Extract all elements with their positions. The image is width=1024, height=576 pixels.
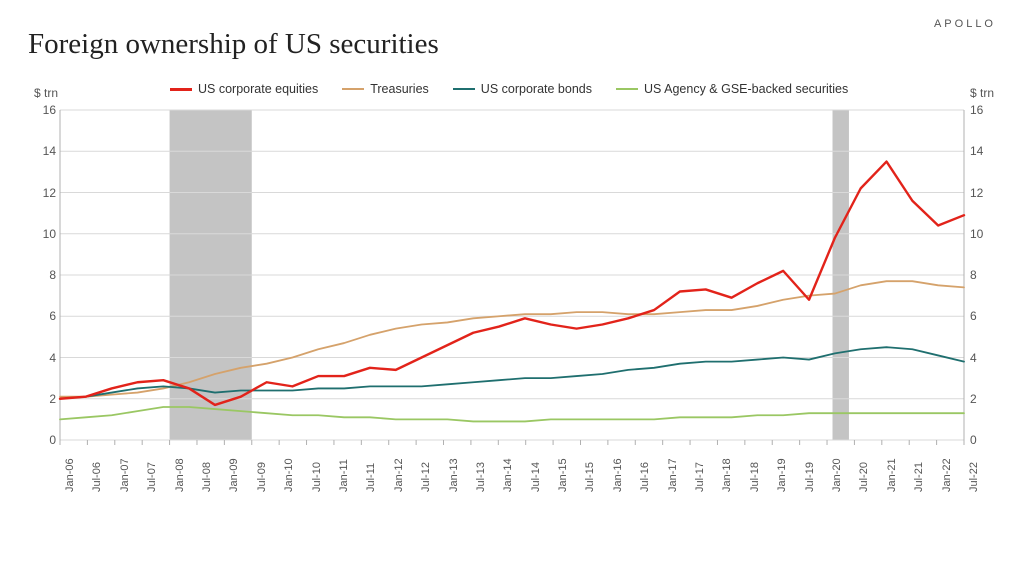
x-tick-label: Jul-11: [365, 463, 377, 492]
y-tick-label: 6: [34, 309, 56, 323]
y-tick-label: 8: [34, 268, 56, 282]
x-tick-label: Jul-18: [749, 462, 761, 492]
chart-title: Foreign ownership of US securities: [28, 28, 439, 61]
x-tick-label: Jul-21: [913, 462, 925, 492]
y-tick-label: 0: [970, 433, 977, 447]
y-tick-label: 12: [970, 186, 983, 200]
legend-swatch: [453, 88, 475, 90]
x-tick-label: Jul-17: [694, 462, 706, 492]
y-tick-label: 2: [34, 392, 56, 406]
x-axis-ticks: Jan-06 Jul-06 Jan-07 Jul-07 Jan-08 Jul-08 Jan-…: [60, 444, 964, 554]
x-tick-label: Jan-22: [941, 458, 953, 492]
x-tick-label: Jan-09: [228, 458, 240, 492]
x-tick-label: Jan-16: [612, 458, 624, 492]
legend-label: Treasuries: [370, 82, 429, 96]
x-tick-label: Jul-20: [858, 462, 870, 492]
y-tick-label: 6: [970, 309, 977, 323]
x-tick-label: Jan-12: [393, 458, 405, 492]
line-chart: [60, 110, 964, 440]
x-tick-label: Jan-14: [502, 458, 514, 492]
y-tick-label: 16: [970, 103, 983, 117]
y-axis-unit-left: $ trn: [34, 86, 58, 100]
x-tick-label: Jan-19: [776, 458, 788, 492]
x-tick-label: Jan-18: [721, 458, 733, 492]
y-tick-label: 12: [34, 186, 56, 200]
x-tick-label: Jul-09: [256, 462, 268, 492]
legend-item: Treasuries: [342, 82, 429, 96]
x-tick-label: Jan-17: [667, 458, 679, 492]
x-tick-label: Jul-06: [91, 462, 103, 492]
x-tick-label: Jan-21: [886, 458, 898, 492]
legend-item: US Agency & GSE-backed securities: [616, 82, 848, 96]
y-tick-label: 0: [34, 433, 56, 447]
x-tick-label: Jan-06: [64, 458, 76, 492]
y-tick-label: 8: [970, 268, 977, 282]
x-tick-label: Jan-13: [448, 458, 460, 492]
y-tick-label: 10: [34, 227, 56, 241]
x-tick-label: Jan-15: [557, 458, 569, 492]
brand-logo: APOLLO: [934, 18, 996, 30]
x-tick-label: Jul-13: [475, 462, 487, 492]
x-tick-label: Jul-16: [639, 462, 651, 492]
chart-legend: US corporate equities Treasuries US corpor…: [170, 82, 964, 96]
y-tick-label: 10: [970, 227, 983, 241]
y-tick-label: 2: [970, 392, 977, 406]
y-tick-label: 16: [34, 103, 56, 117]
x-tick-label: Jul-07: [146, 462, 158, 492]
legend-label: US corporate equities: [198, 82, 318, 96]
x-tick-label: Jul-15: [584, 462, 596, 492]
x-tick-label: Jul-14: [530, 462, 542, 492]
legend-item: US corporate equities: [170, 82, 318, 96]
y-tick-label: 4: [34, 351, 56, 365]
legend-swatch: [170, 88, 192, 91]
x-tick-label: Jul-10: [311, 462, 323, 492]
x-tick-label: Jan-11: [338, 459, 350, 492]
y-axis-unit-right: $ trn: [970, 86, 994, 100]
legend-label: US Agency & GSE-backed securities: [644, 82, 848, 96]
legend-item: US corporate bonds: [453, 82, 592, 96]
legend-swatch: [616, 88, 638, 90]
y-tick-label: 14: [34, 144, 56, 158]
legend-label: US corporate bonds: [481, 82, 592, 96]
x-tick-label: Jan-07: [119, 458, 131, 492]
y-tick-label: 14: [970, 144, 983, 158]
x-tick-label: Jan-20: [831, 458, 843, 492]
legend-swatch: [342, 88, 364, 90]
x-tick-label: Jan-10: [283, 458, 295, 492]
x-tick-label: Jul-19: [804, 462, 816, 492]
x-tick-label: Jul-08: [201, 462, 213, 492]
x-tick-label: Jul-12: [420, 462, 432, 492]
x-tick-label: Jan-08: [174, 458, 186, 492]
y-tick-label: 4: [970, 351, 977, 365]
x-tick-label: Jul-22: [968, 462, 980, 492]
